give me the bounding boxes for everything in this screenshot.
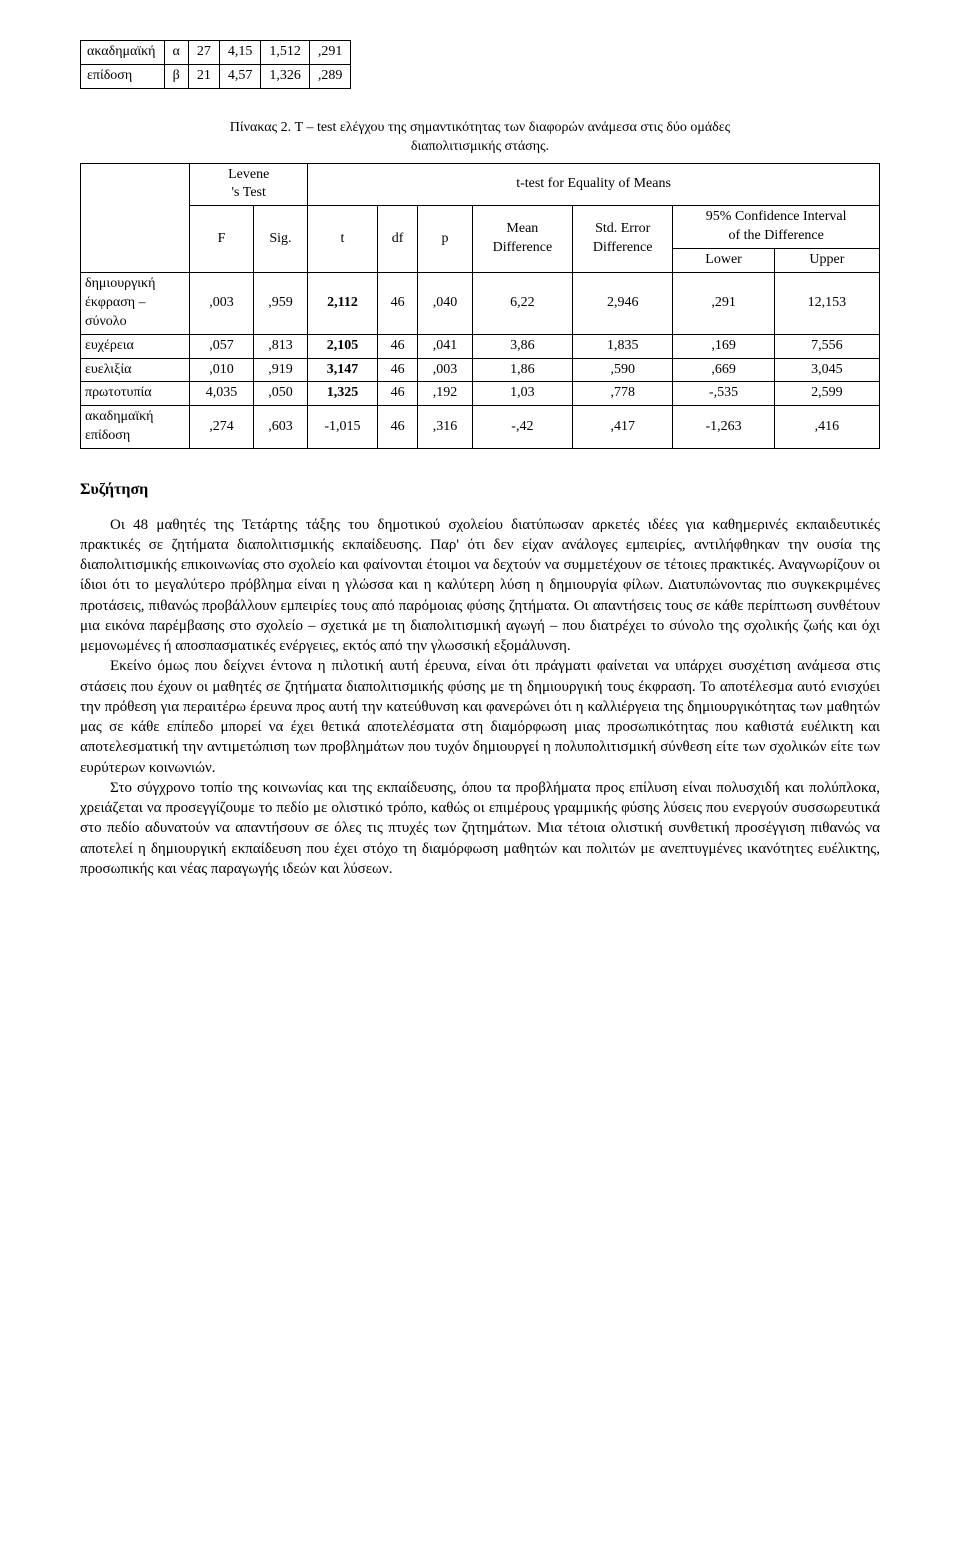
cell: ,192 xyxy=(418,382,472,406)
summary-table-fragment: ακαδημαϊκή α 27 4,15 1,512 ,291 επίδοση … xyxy=(80,40,351,89)
col-upper: Upper xyxy=(774,249,879,273)
cell: 1,325 xyxy=(308,382,378,406)
cell: 3,045 xyxy=(774,358,879,382)
cell: ,959 xyxy=(253,273,307,335)
table-row: δημιουργική έκφραση – σύνολο ,003 ,959 2… xyxy=(81,273,880,335)
row-label: δημιουργική έκφραση – σύνολο xyxy=(81,273,190,335)
ttest-header: t-test for Equality of Means xyxy=(308,163,880,206)
cell: 1,03 xyxy=(472,382,572,406)
cell: 4,15 xyxy=(219,41,261,65)
cell: ,417 xyxy=(573,406,673,449)
cell: ,291 xyxy=(309,41,351,65)
caption-line2: διαπολιτισμικής στάσης. xyxy=(411,139,549,154)
cell: 1,835 xyxy=(573,334,673,358)
header-row: Levene 's Test t-test for Equality of Me… xyxy=(81,163,880,206)
cell: ,050 xyxy=(253,382,307,406)
cell: 1,512 xyxy=(261,41,310,65)
cell: ,010 xyxy=(190,358,254,382)
col-Sig: Sig. xyxy=(253,206,307,273)
col-mean-diff: Mean Difference xyxy=(472,206,572,273)
cell: 3,147 xyxy=(308,358,378,382)
row-label: επίδοση xyxy=(81,64,165,88)
cell: 4,035 xyxy=(190,382,254,406)
cell: -,535 xyxy=(673,382,774,406)
row-label: ακαδημαϊκή επίδοση xyxy=(81,406,190,449)
col-df: df xyxy=(377,206,418,273)
cell: 2,105 xyxy=(308,334,378,358)
discussion-heading: Συζήτηση xyxy=(80,479,880,501)
cell: 2,112 xyxy=(308,273,378,335)
table-row: πρωτοτυπία 4,035 ,050 1,325 46 ,192 1,03… xyxy=(81,382,880,406)
col-ci: 95% Confidence Interval of the Differenc… xyxy=(673,206,880,249)
cell: ,169 xyxy=(673,334,774,358)
cell: ,057 xyxy=(190,334,254,358)
cell: ,669 xyxy=(673,358,774,382)
cell: ,603 xyxy=(253,406,307,449)
cell: ,289 xyxy=(309,64,351,88)
cell: ,041 xyxy=(418,334,472,358)
table-row: επίδοση β 21 4,57 1,326 ,289 xyxy=(81,64,351,88)
cell: 46 xyxy=(377,273,418,335)
row-label: πρωτοτυπία xyxy=(81,382,190,406)
ttest-table: Levene 's Test t-test for Equality of Me… xyxy=(80,163,880,450)
cell: ,316 xyxy=(418,406,472,449)
cell: 12,153 xyxy=(774,273,879,335)
cell: -1,015 xyxy=(308,406,378,449)
levene-header: Levene 's Test xyxy=(190,163,308,206)
table-row: ευελιξία ,010 ,919 3,147 46 ,003 1,86 ,5… xyxy=(81,358,880,382)
cell: ,590 xyxy=(573,358,673,382)
cell: 46 xyxy=(377,334,418,358)
cell: 3,86 xyxy=(472,334,572,358)
cell: 4,57 xyxy=(219,64,261,88)
cell: ,416 xyxy=(774,406,879,449)
cell: 46 xyxy=(377,358,418,382)
discussion-para: Οι 48 μαθητές της Τετάρτης τάξης του δημ… xyxy=(80,515,880,657)
cell: α xyxy=(164,41,188,65)
cell: ,813 xyxy=(253,334,307,358)
cell: ,003 xyxy=(190,273,254,335)
blank-corner xyxy=(81,163,190,272)
table2-caption: Πίνακας 2. T – test ελέγχου της σημαντικ… xyxy=(80,119,880,157)
col-std-err: Std. Error Difference xyxy=(573,206,673,273)
cell: 6,22 xyxy=(472,273,572,335)
header-row: F Sig. t df p Mean Difference Std. Error… xyxy=(81,206,880,249)
cell: ,040 xyxy=(418,273,472,335)
col-p: p xyxy=(418,206,472,273)
cell: 7,556 xyxy=(774,334,879,358)
col-F: F xyxy=(190,206,254,273)
cell: 46 xyxy=(377,406,418,449)
cell: ,919 xyxy=(253,358,307,382)
cell: 27 xyxy=(188,41,219,65)
table-row: ακαδημαϊκή επίδοση ,274 ,603 -1,015 46 ,… xyxy=(81,406,880,449)
cell: 1,86 xyxy=(472,358,572,382)
cell: ,291 xyxy=(673,273,774,335)
discussion-para: Στο σύγχρονο τοπίο της κοινωνίας και της… xyxy=(80,778,880,879)
cell: 2,599 xyxy=(774,382,879,406)
cell: 46 xyxy=(377,382,418,406)
cell: 2,946 xyxy=(573,273,673,335)
table-row: ευχέρεια ,057 ,813 2,105 46 ,041 3,86 1,… xyxy=(81,334,880,358)
cell: 1,326 xyxy=(261,64,310,88)
cell: ,778 xyxy=(573,382,673,406)
cell: -,42 xyxy=(472,406,572,449)
row-label: ακαδημαϊκή xyxy=(81,41,165,65)
cell: -1,263 xyxy=(673,406,774,449)
row-label: ευελιξία xyxy=(81,358,190,382)
col-lower: Lower xyxy=(673,249,774,273)
cell: ,274 xyxy=(190,406,254,449)
table-row: ακαδημαϊκή α 27 4,15 1,512 ,291 xyxy=(81,41,351,65)
cell: ,003 xyxy=(418,358,472,382)
col-t: t xyxy=(308,206,378,273)
cell: β xyxy=(164,64,188,88)
row-label: ευχέρεια xyxy=(81,334,190,358)
cell: 21 xyxy=(188,64,219,88)
caption-line1: Πίνακας 2. T – test ελέγχου της σημαντικ… xyxy=(230,120,730,135)
discussion-para: Εκείνο όμως που δείχνει έντονα η πιλοτικ… xyxy=(80,656,880,778)
